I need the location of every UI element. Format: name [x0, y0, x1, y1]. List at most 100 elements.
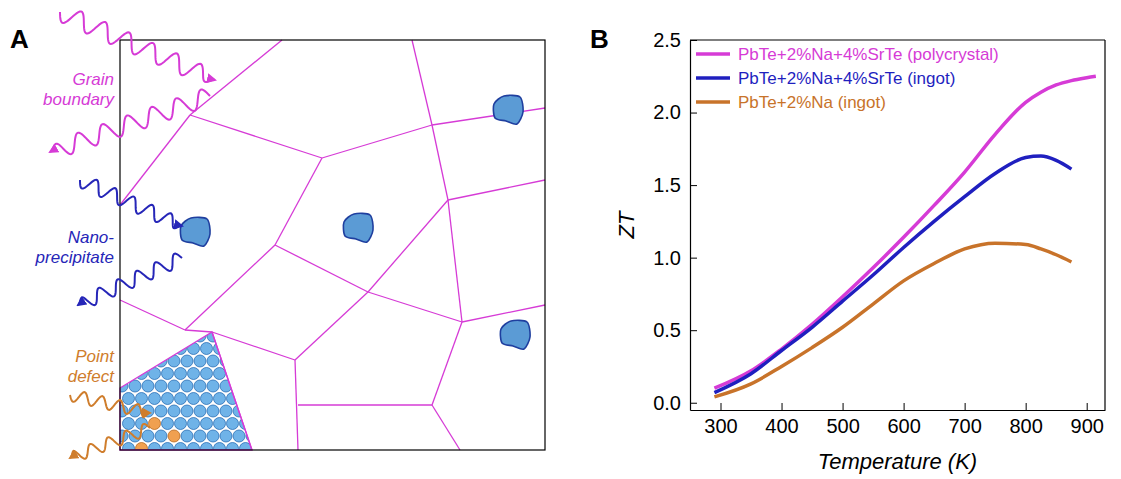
y-tick-mark — [690, 330, 697, 331]
lattice-atom — [123, 368, 135, 380]
y-tick: 1.0 — [653, 247, 697, 269]
lattice-atom — [246, 380, 258, 392]
lattice-atom — [214, 418, 226, 430]
x-tick-mark — [721, 403, 722, 410]
lattice-atom — [246, 330, 258, 342]
lattice-atom — [142, 380, 154, 392]
lattice-atom — [162, 443, 174, 455]
lattice-atom — [149, 393, 161, 405]
grain-boundary — [368, 292, 462, 322]
y-axis-line — [690, 41, 691, 411]
x-tick: 300 — [704, 403, 737, 437]
lattice-atom — [175, 368, 187, 380]
grain-boundary — [275, 158, 322, 245]
lattice-atom — [149, 443, 161, 455]
panel-b: 3004005006007008009000.00.51.01.52.02.5T… — [614, 29, 1106, 474]
nano-precipitate — [343, 213, 373, 242]
grain-boundary — [185, 330, 212, 332]
defect-atom — [168, 430, 180, 442]
lattice-atom — [233, 355, 245, 367]
legend-label: PbTe+2%Na (ingot) — [738, 93, 886, 112]
lattice-atom — [181, 355, 193, 367]
defect-atom — [149, 418, 161, 430]
lattice-atom — [240, 393, 252, 405]
grain-boundary — [432, 108, 545, 125]
lattice-atom — [162, 393, 174, 405]
grain-boundary — [432, 405, 460, 450]
x-tick: 900 — [1071, 403, 1104, 437]
wave-arrow — [80, 180, 182, 228]
x-tick-mark — [1026, 403, 1027, 410]
lattice-atom — [142, 330, 154, 342]
grain-boundary — [462, 305, 545, 322]
x-tick-mark — [904, 403, 905, 410]
lattice-atom — [188, 418, 200, 430]
lattice-atom — [181, 380, 193, 392]
lattice-atom — [214, 368, 226, 380]
lattice-atom — [142, 430, 154, 442]
scatter-label: Nano-precipitate — [35, 228, 115, 267]
grain-boundary — [190, 115, 322, 158]
grain-boundary — [275, 245, 368, 292]
y-tick-label: 1.0 — [653, 247, 681, 269]
y-axis-title: ZT — [614, 210, 639, 239]
lattice-atom — [246, 405, 258, 417]
panel-letter: B — [590, 24, 609, 54]
lattice-atom — [129, 330, 141, 342]
lattice-atom — [168, 330, 180, 342]
lattice-atom — [253, 443, 265, 455]
series-line — [714, 243, 1071, 397]
lattice-atom — [116, 405, 128, 417]
lattice-atom — [220, 405, 232, 417]
x-axis-line — [691, 410, 1106, 411]
scatter-label: Pointdefect — [68, 347, 116, 386]
defect-atom — [136, 443, 148, 455]
lattice-atom — [123, 393, 135, 405]
lattice-atom — [227, 418, 239, 430]
diagram-frame — [120, 40, 545, 450]
y-tick-label: 1.5 — [653, 174, 681, 196]
plot-frame — [1104, 40, 1105, 410]
y-tick-mark — [690, 403, 697, 404]
lattice-atom — [155, 430, 167, 442]
lattice-atom — [142, 355, 154, 367]
y-tick: 2.0 — [653, 101, 697, 123]
plot-frame — [690, 39, 1105, 40]
lattice-atom — [136, 343, 148, 355]
x-tick-mark — [843, 403, 844, 410]
grain-boundary — [185, 245, 275, 330]
lattice-atom — [116, 430, 128, 442]
y-tick-mark — [690, 185, 697, 186]
lattice-atom — [194, 355, 206, 367]
y-tick: 1.5 — [653, 174, 697, 196]
grain-boundary — [432, 125, 448, 200]
lattice-atom — [142, 405, 154, 417]
figure: ABGrainboundaryNano-precipitatePointdefe… — [0, 0, 1121, 479]
y-tick: 0.0 — [653, 392, 697, 414]
plot-lines — [714, 76, 1095, 397]
lattice-atom — [162, 343, 174, 355]
lattice-atom — [253, 393, 265, 405]
y-axis: 0.00.51.01.52.02.5 — [653, 29, 697, 414]
lattice-atom — [168, 405, 180, 417]
nano-precipitate — [500, 320, 530, 349]
lattice-atom — [253, 368, 265, 380]
x-tick-mark — [965, 403, 966, 410]
lattice-atom — [162, 418, 174, 430]
nano-precipitate — [493, 95, 523, 124]
lattice-atom — [220, 430, 232, 442]
legend-swatch — [696, 52, 730, 56]
nano-precipitate — [180, 217, 210, 246]
lattice-atom — [155, 380, 167, 392]
lattice-atom — [214, 393, 226, 405]
lattice-atom — [136, 393, 148, 405]
y-tick-label: 0.0 — [653, 392, 681, 414]
panel-letter: A — [10, 24, 29, 54]
y-tick-label: 0.5 — [653, 319, 681, 341]
grain-boundary — [295, 292, 368, 360]
lattice-atom — [214, 443, 226, 455]
y-tick: 0.5 — [653, 319, 697, 341]
lattice-atom — [194, 380, 206, 392]
grain-boundary — [448, 180, 545, 200]
lattice-atom — [123, 443, 135, 455]
